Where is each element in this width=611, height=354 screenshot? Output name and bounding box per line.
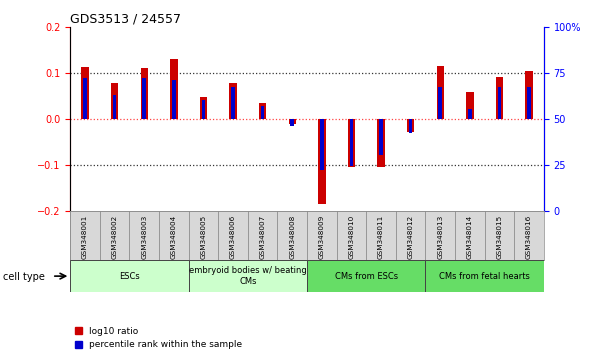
Bar (130, 211, 159, 260)
Bar (141, 68, 148, 119)
Text: GSM348012: GSM348012 (408, 215, 414, 259)
Bar (409, 119, 412, 133)
Text: GSM348008: GSM348008 (289, 215, 295, 259)
Bar (259, 103, 266, 119)
Bar (378, 119, 385, 167)
Bar (261, 106, 265, 119)
Bar (172, 80, 175, 119)
Bar (468, 109, 472, 119)
Text: GSM348003: GSM348003 (141, 215, 147, 259)
Bar (218, 211, 248, 260)
Bar (514, 211, 544, 260)
Text: GSM348005: GSM348005 (200, 215, 207, 259)
Bar (525, 71, 533, 119)
Text: GSM348013: GSM348013 (437, 215, 443, 259)
Text: GSM348016: GSM348016 (526, 215, 532, 259)
Text: GSM348015: GSM348015 (496, 215, 502, 259)
Bar (425, 260, 544, 292)
Bar (349, 119, 353, 166)
Legend: log10 ratio, percentile rank within the sample: log10 ratio, percentile rank within the … (75, 327, 243, 349)
Text: ESCs: ESCs (119, 272, 140, 281)
Bar (307, 211, 337, 260)
Text: GSM348001: GSM348001 (82, 215, 88, 259)
Text: GSM348007: GSM348007 (260, 215, 266, 259)
Bar (290, 119, 294, 126)
Bar (189, 211, 218, 260)
Bar (231, 87, 235, 119)
Bar (496, 77, 503, 119)
Bar (396, 211, 425, 260)
Bar (81, 67, 89, 119)
Text: GDS3513 / 24557: GDS3513 / 24557 (70, 12, 181, 25)
Bar (277, 211, 307, 260)
Bar (70, 260, 189, 292)
Bar (466, 92, 474, 119)
Bar (288, 119, 296, 124)
Text: GSM348002: GSM348002 (112, 215, 118, 259)
Bar (497, 87, 501, 119)
Bar (229, 83, 236, 119)
Text: cell type: cell type (3, 272, 45, 282)
Bar (436, 66, 444, 119)
Bar (307, 260, 425, 292)
Bar (455, 211, 485, 260)
Text: GSM348014: GSM348014 (467, 215, 473, 259)
Text: CMs from fetal hearts: CMs from fetal hearts (439, 272, 530, 281)
Bar (337, 211, 366, 260)
Bar (407, 119, 414, 132)
Bar (202, 100, 205, 119)
Bar (113, 95, 117, 119)
Bar (318, 119, 326, 204)
Text: GSM348011: GSM348011 (378, 215, 384, 259)
Bar (111, 83, 119, 119)
Bar (527, 87, 531, 119)
Bar (366, 211, 396, 260)
Text: GSM348009: GSM348009 (319, 215, 325, 259)
Bar (142, 78, 146, 119)
Bar (248, 211, 277, 260)
Bar (189, 260, 307, 292)
Bar (83, 78, 87, 119)
Bar (348, 119, 355, 167)
Bar (200, 97, 207, 119)
Bar (70, 211, 100, 260)
Text: GSM348004: GSM348004 (171, 215, 177, 259)
Text: GSM348010: GSM348010 (348, 215, 354, 259)
Text: GSM348006: GSM348006 (230, 215, 236, 259)
Text: embryoid bodies w/ beating
CMs: embryoid bodies w/ beating CMs (189, 267, 307, 286)
Bar (320, 119, 324, 170)
Bar (485, 211, 514, 260)
Bar (100, 211, 130, 260)
Bar (159, 211, 189, 260)
Bar (425, 211, 455, 260)
Bar (170, 59, 178, 119)
Text: CMs from ESCs: CMs from ESCs (335, 272, 398, 281)
Bar (439, 87, 442, 119)
Bar (379, 119, 382, 155)
